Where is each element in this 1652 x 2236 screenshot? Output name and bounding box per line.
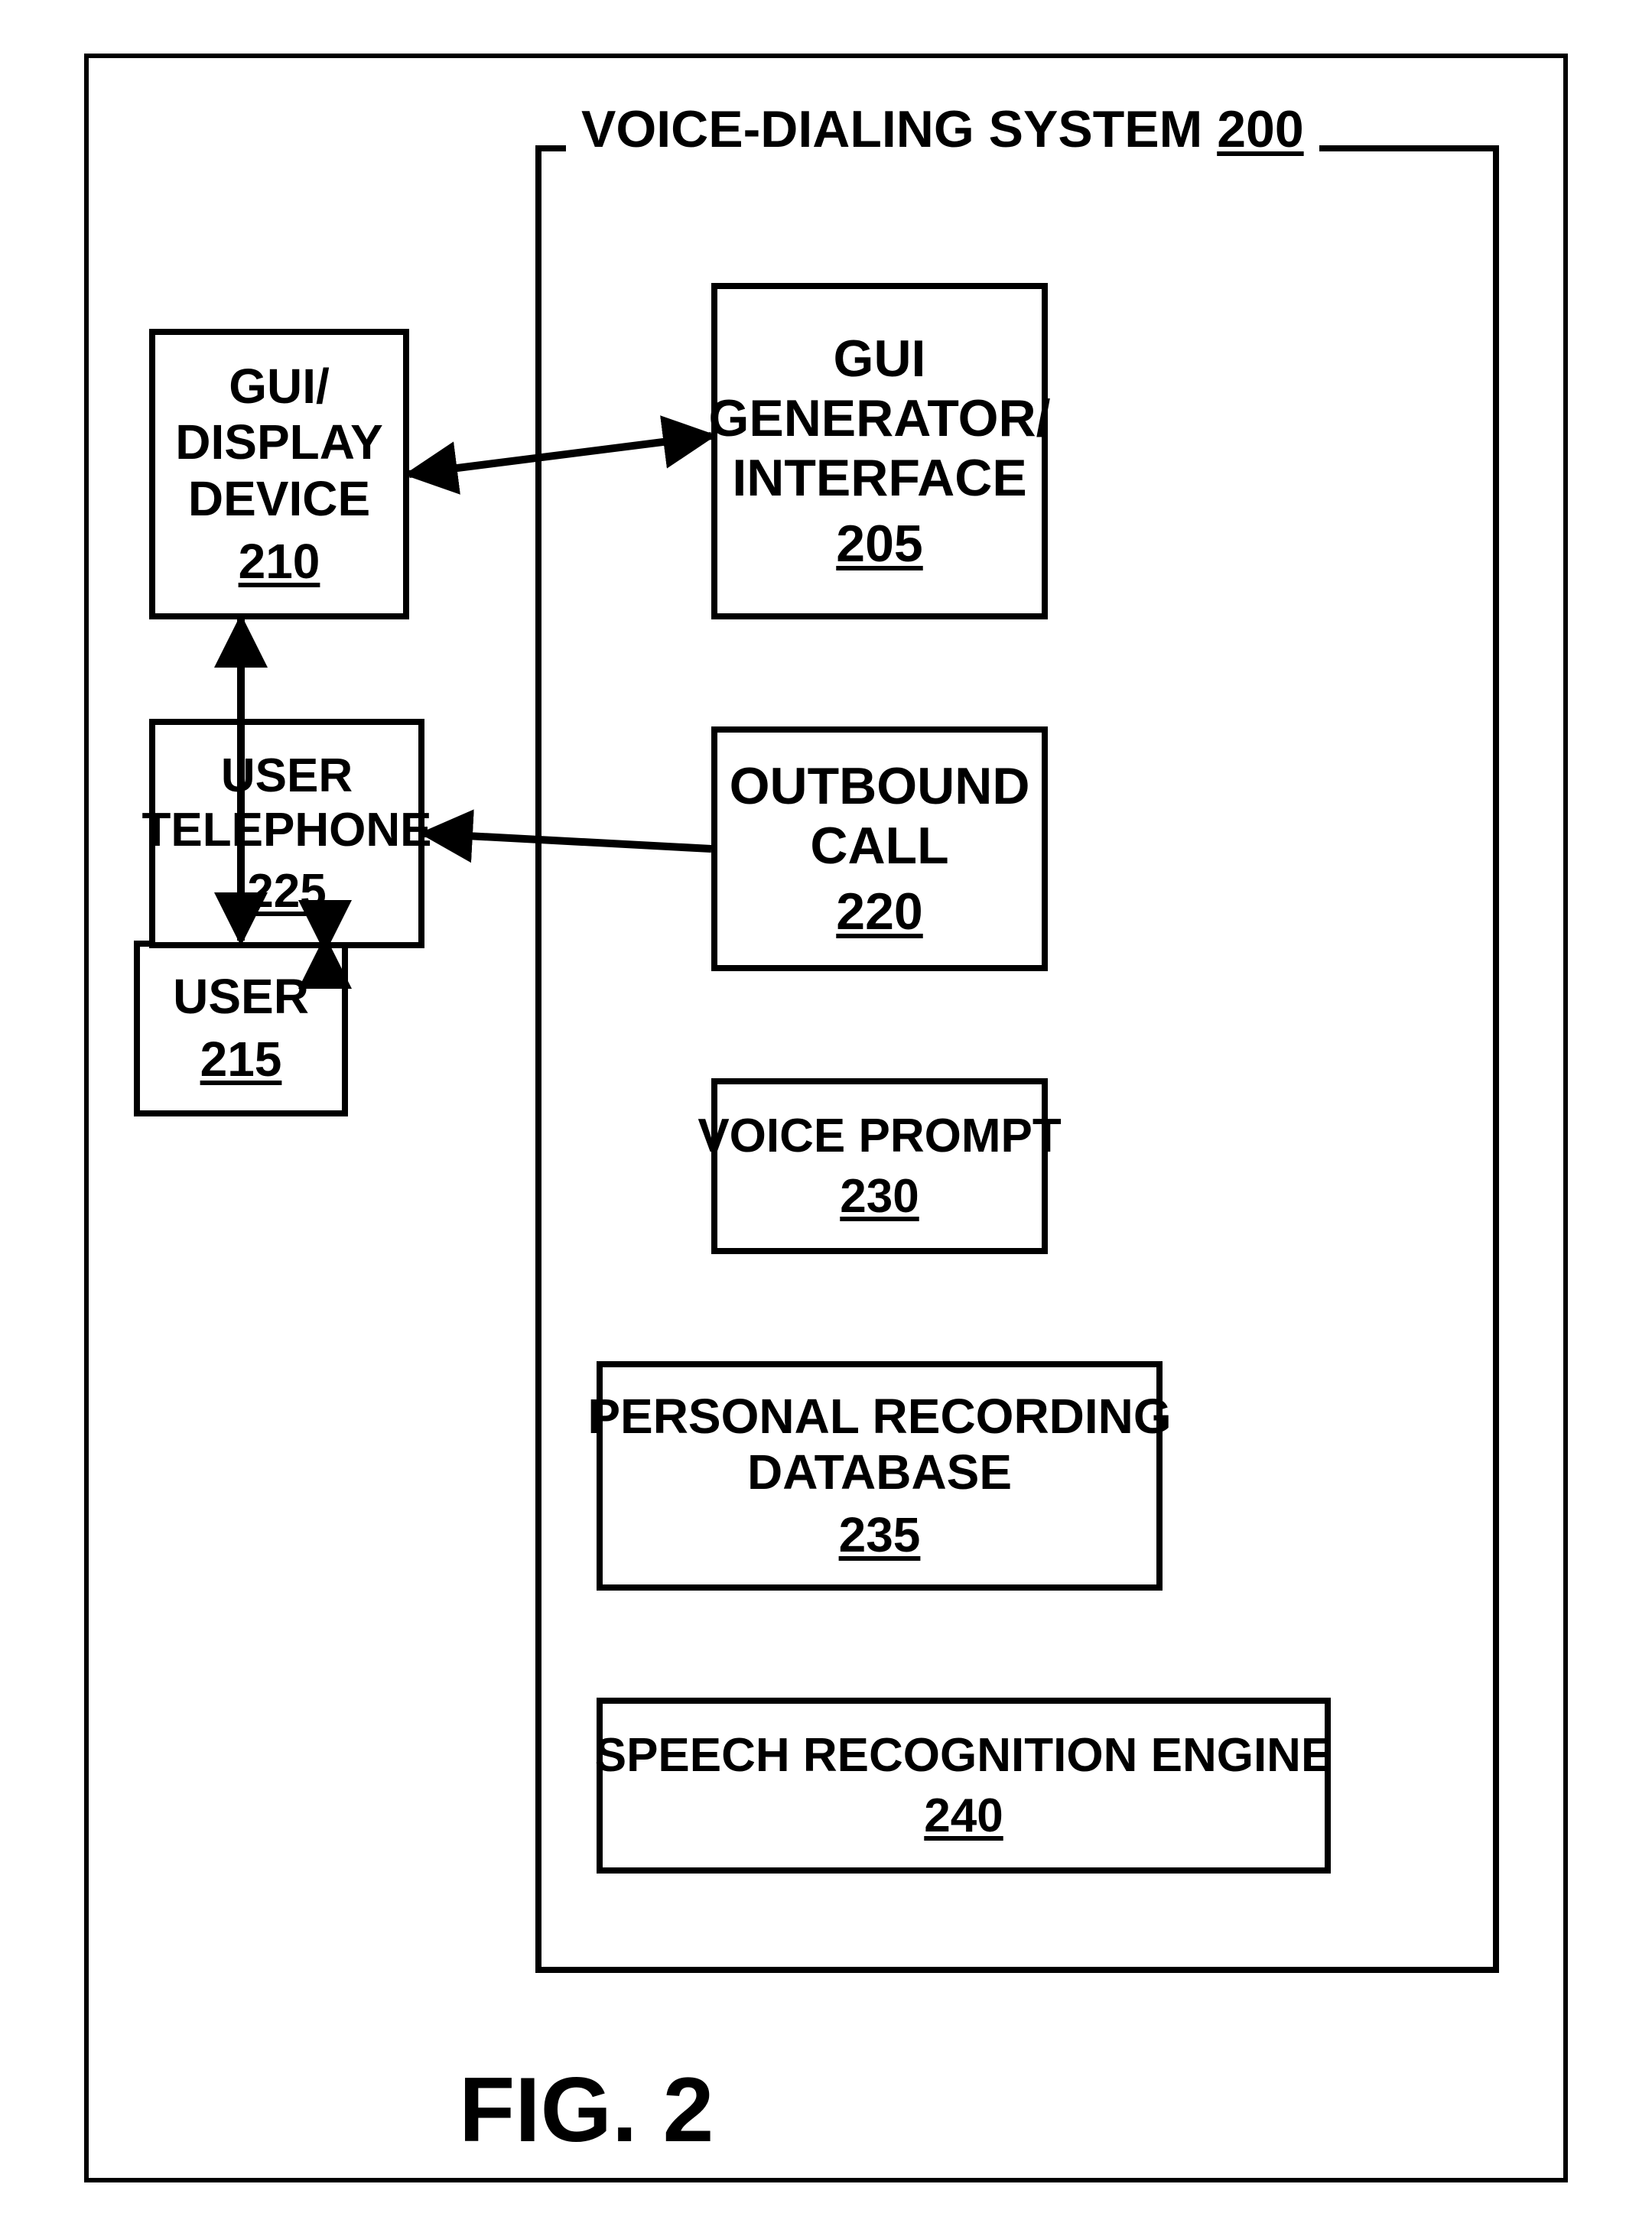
node-speech-recognition: SPEECH RECOGNITION ENGINE240 [597,1698,1331,1874]
node-voice-prompt: VOICE PROMPT230 [711,1078,1048,1254]
system-title: VOICE-DIALING SYSTEM 200 [566,99,1319,159]
node-user-telephone: USERTELEPHONE225 [149,719,424,948]
figure-label: FIG. 2 [459,2057,714,2163]
node-user: USER215 [134,941,348,1116]
page: VOICE-DIALING SYSTEM 200 GUIGENERATOR/IN… [0,0,1652,2236]
node-personal-recording: PERSONAL RECORDINGDATABASE235 [597,1361,1163,1591]
node-gui-display: GUI/DISPLAYDEVICE210 [149,329,409,619]
node-gui-generator: GUIGENERATOR/INTERFACE205 [711,283,1048,619]
node-outbound-call: OUTBOUNDCALL220 [711,726,1048,971]
